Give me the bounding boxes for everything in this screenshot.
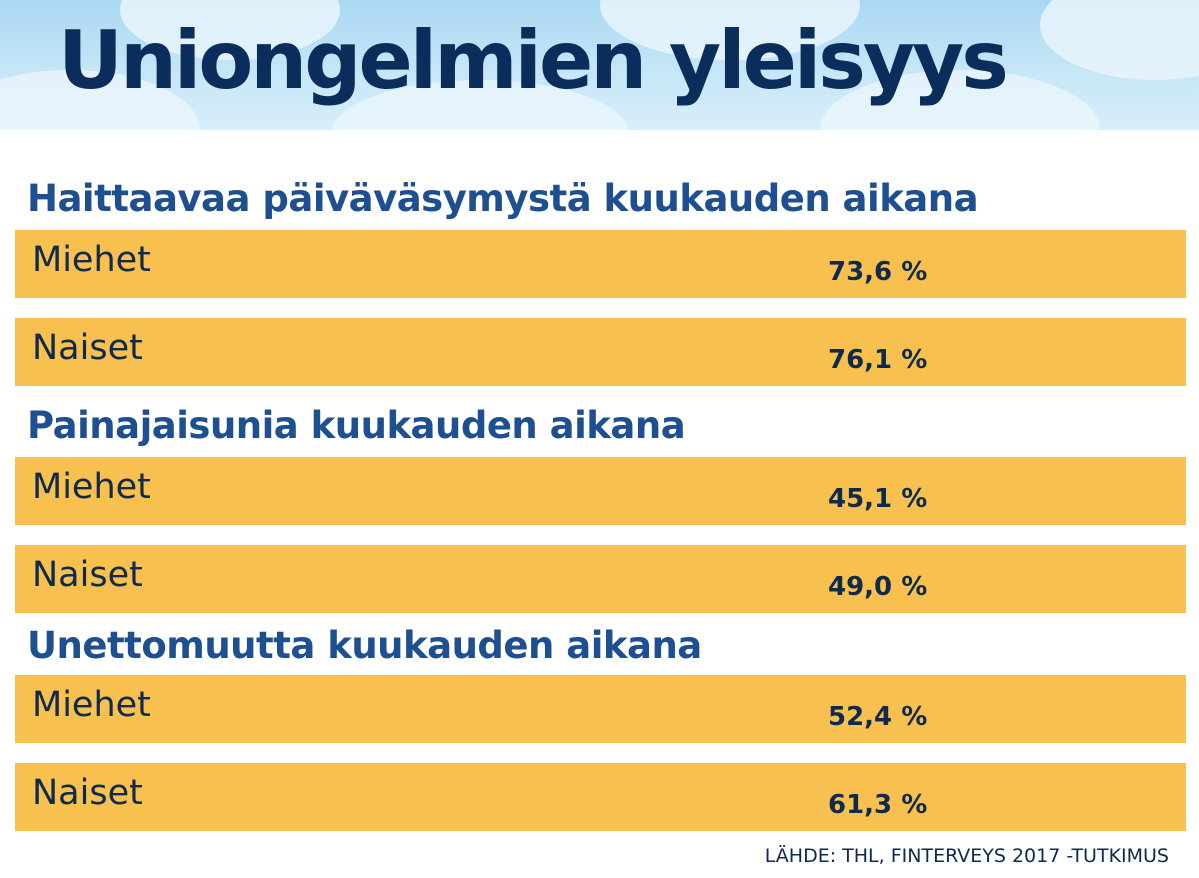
table-row: Naiset 76,1 % xyxy=(15,318,1186,386)
table-row: Naiset 49,0 % xyxy=(15,545,1186,613)
row-value: 73,6 % xyxy=(828,257,928,287)
row-label: Naiset xyxy=(32,773,143,813)
row-label: Naiset xyxy=(32,555,143,595)
source-note: LÄHDE: THL, FINTERVEYS 2017 -TUTKIMUS xyxy=(764,845,1169,867)
group-title-insomnia: Unettomuutta kuukauden aikana xyxy=(27,624,702,667)
row-label: Naiset xyxy=(32,328,143,368)
table-row: Miehet 45,1 % xyxy=(15,457,1186,525)
table-row: Miehet 73,6 % xyxy=(15,230,1186,298)
group-title-nightmares: Painajaisunia kuukauden aikana xyxy=(27,404,686,447)
table-row: Miehet 52,4 % xyxy=(15,675,1186,743)
cloud-shape xyxy=(1040,0,1199,80)
group-title-daytime-fatigue: Haittaavaa päiväväsymystä kuukauden aika… xyxy=(27,177,979,220)
row-value: 52,4 % xyxy=(828,702,928,732)
row-value: 49,0 % xyxy=(828,572,928,602)
row-value: 76,1 % xyxy=(828,345,928,375)
row-label: Miehet xyxy=(32,467,151,507)
chart-title: Uniongelmien yleisyys xyxy=(58,14,1009,107)
row-value: 45,1 % xyxy=(828,484,928,514)
title-banner: Uniongelmien yleisyys xyxy=(0,0,1199,130)
row-value: 61,3 % xyxy=(828,790,928,820)
row-label: Miehet xyxy=(32,685,151,725)
table-row: Naiset 61,3 % xyxy=(15,763,1186,831)
row-label: Miehet xyxy=(32,240,151,280)
